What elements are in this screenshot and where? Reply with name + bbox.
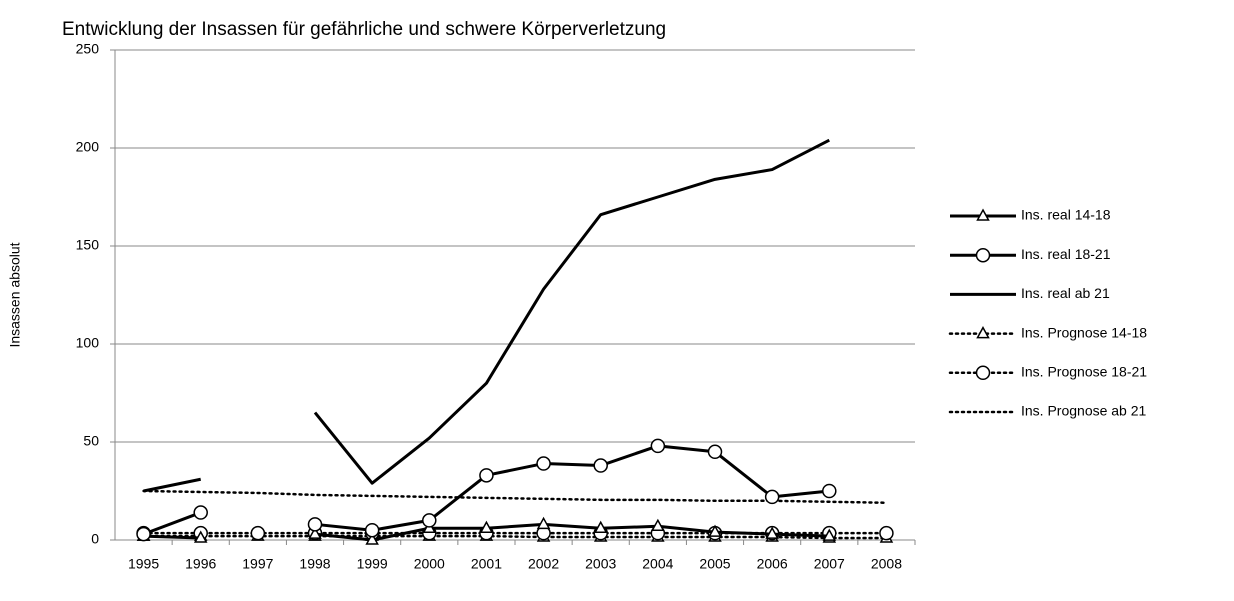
data-point: [707, 444, 723, 460]
data-point: [764, 489, 780, 505]
x-tick-label: 2001: [471, 556, 502, 572]
x-tick-label: 2005: [699, 556, 730, 572]
y-tick-label: 250: [76, 41, 100, 57]
data-point: [365, 532, 379, 545]
data-point: [193, 505, 208, 520]
data-point: [136, 526, 151, 542]
data-point: [593, 520, 608, 533]
legend-label: Ins. Prognose 18-21: [1021, 364, 1147, 380]
x-tick-label: 2003: [585, 556, 616, 572]
data-point: [250, 525, 266, 541]
legend-label: Ins. Prognose ab 21: [1021, 403, 1147, 419]
x-tick-label: 1996: [185, 556, 216, 572]
legend-label: Ins. Prognose 14-18: [1021, 324, 1147, 340]
series-line: [143, 522, 830, 542]
legend-label: Ins. real 18-21: [1021, 246, 1111, 262]
y-tick-label: 0: [91, 531, 99, 547]
data-point: [651, 518, 665, 532]
x-tick-label: 2002: [528, 556, 559, 572]
x-tick-label: 1998: [299, 556, 330, 572]
legend-marker: [976, 208, 990, 221]
data-point: [765, 526, 779, 539]
x-tick-label: 1995: [128, 556, 159, 572]
data-point: [536, 456, 551, 471]
data-point: [479, 520, 494, 533]
data-point: [193, 530, 208, 543]
x-tick-label: 1997: [242, 556, 273, 572]
y-tick-label: 200: [76, 139, 100, 155]
data-point: [822, 528, 837, 541]
data-point: [593, 458, 608, 473]
x-tick-label: 2000: [414, 556, 445, 572]
data-point: [364, 522, 380, 538]
data-point: [879, 525, 894, 541]
x-tick-label: 2004: [642, 556, 673, 572]
chart-title: Entwicklung der Insassen für gefährliche…: [62, 19, 666, 40]
y-tick-label: 50: [83, 433, 99, 449]
y-tick-label: 150: [76, 237, 100, 253]
data-point: [708, 524, 722, 537]
legend-marker: [975, 247, 991, 263]
x-tick-label: 2006: [757, 556, 788, 572]
data-point: [422, 513, 437, 528]
legend-marker: [975, 365, 991, 381]
data-point: [650, 438, 666, 454]
x-tick-label: 2007: [814, 556, 845, 572]
series-line: [142, 534, 888, 540]
legend-marker: [976, 326, 990, 339]
series-line: [143, 138, 830, 493]
data-point: [536, 516, 551, 530]
x-tick-label: 1999: [357, 556, 388, 572]
data-point: [822, 483, 837, 499]
data-point: [479, 468, 494, 483]
series-line: [142, 489, 888, 505]
x-tick-label: 2008: [871, 556, 902, 572]
legend-label: Ins. real ab 21: [1021, 285, 1110, 301]
series-line: [143, 444, 830, 536]
y-axis-label: Insassen absolut: [7, 242, 23, 347]
legend-label: Ins. real 14-18: [1021, 207, 1111, 223]
data-point: [307, 517, 323, 532]
data-point: [308, 526, 322, 539]
y-tick-label: 100: [76, 335, 100, 351]
